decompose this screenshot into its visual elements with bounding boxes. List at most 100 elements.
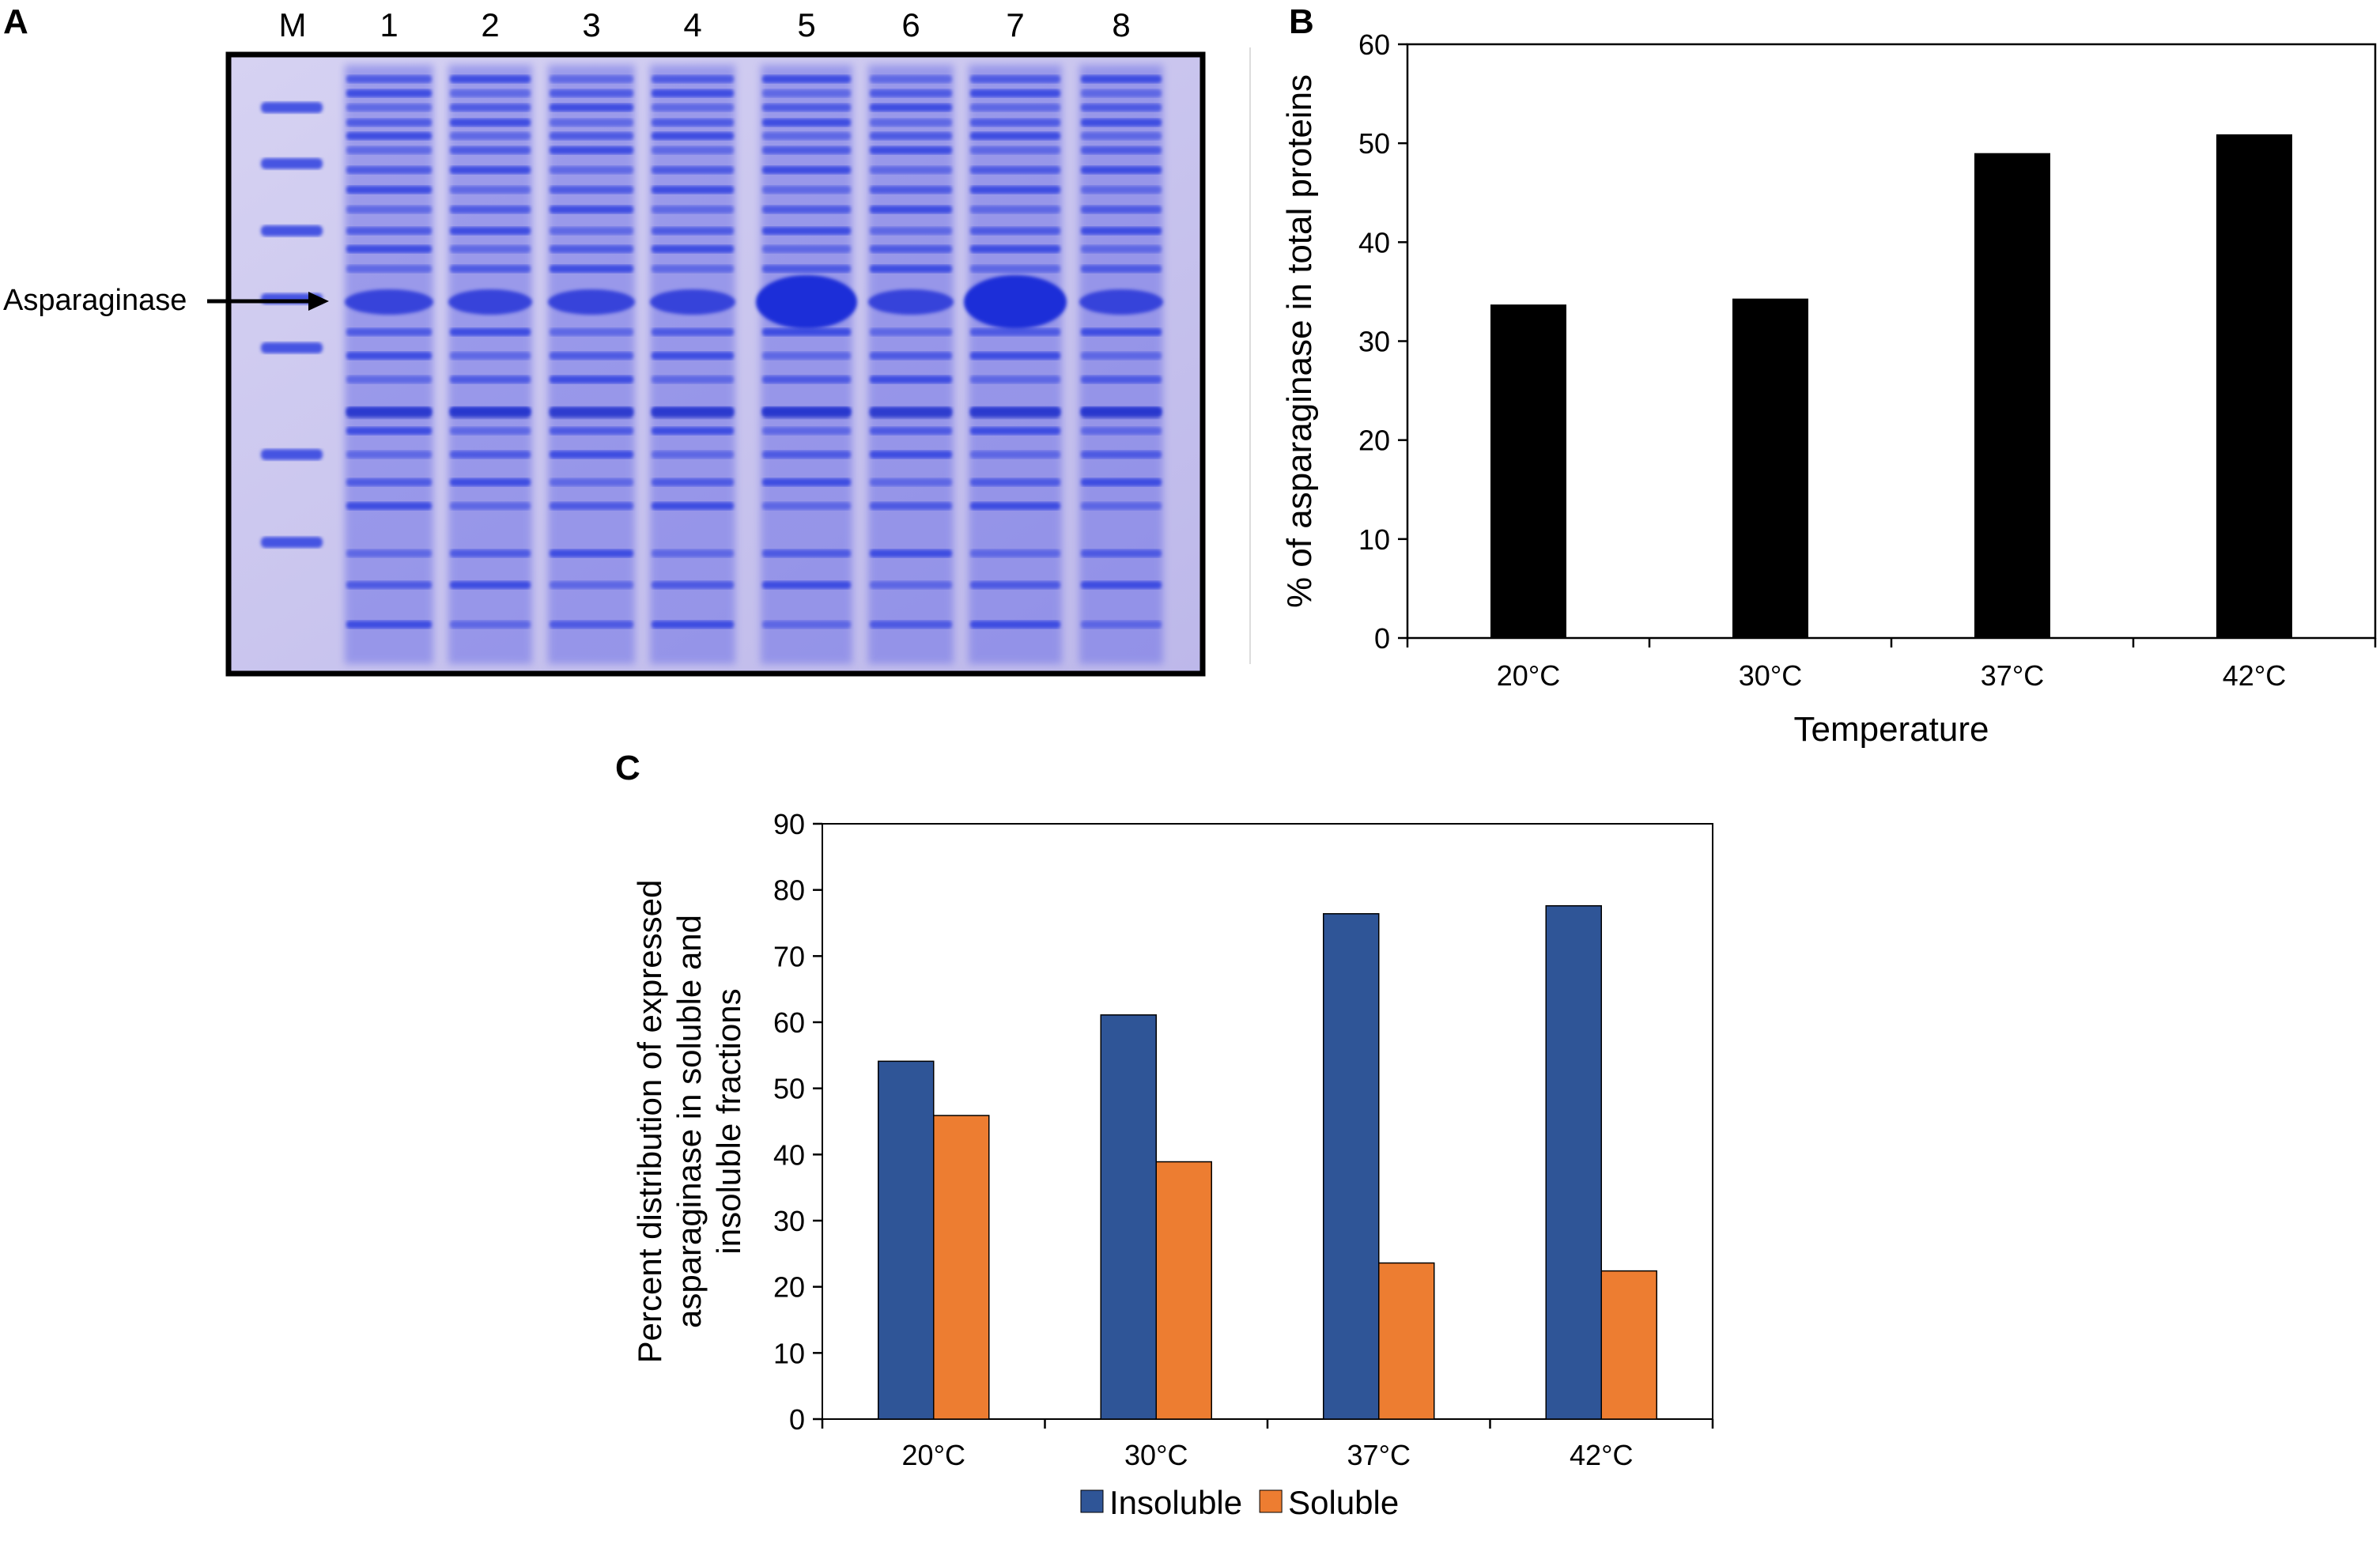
protein-band bbox=[550, 166, 633, 174]
y-tick-label: 50 bbox=[1358, 127, 1390, 160]
protein-band bbox=[550, 146, 633, 154]
protein-band bbox=[652, 502, 734, 510]
protein-band bbox=[762, 621, 851, 629]
panel-label-b: B bbox=[1289, 2, 1314, 41]
protein-band bbox=[450, 265, 531, 273]
protein-band bbox=[1081, 352, 1162, 360]
protein-band bbox=[870, 352, 952, 360]
marker-band bbox=[261, 537, 323, 548]
protein-band bbox=[762, 104, 851, 111]
lane-label-2: 2 bbox=[481, 6, 499, 43]
marker-band bbox=[261, 102, 323, 113]
protein-band bbox=[346, 621, 432, 629]
protein-band bbox=[870, 451, 952, 459]
protein-band bbox=[970, 549, 1060, 557]
marker-band bbox=[261, 342, 323, 353]
protein-band bbox=[762, 427, 851, 435]
protein-band bbox=[550, 104, 633, 111]
protein-band bbox=[870, 549, 952, 557]
protein-band bbox=[652, 352, 734, 360]
protein-band bbox=[762, 407, 851, 418]
asparaginase-band bbox=[964, 275, 1067, 329]
chart-c: 0 10 20 30 40 50 60 70 80 90 20°C 30°C 37°C 42°C Perce… bbox=[631, 808, 1714, 1521]
asparaginase-band bbox=[448, 289, 532, 315]
legend-label-soluble: Soluble bbox=[1288, 1484, 1399, 1521]
protein-band bbox=[762, 89, 851, 97]
protein-band bbox=[870, 227, 952, 235]
protein-band bbox=[1081, 119, 1162, 126]
protein-band bbox=[762, 146, 851, 154]
protein-band bbox=[870, 119, 952, 126]
protein-band bbox=[652, 427, 734, 435]
protein-band bbox=[1081, 451, 1162, 459]
protein-band bbox=[762, 206, 851, 213]
protein-band bbox=[346, 186, 432, 194]
protein-band bbox=[450, 621, 531, 629]
protein-band bbox=[652, 89, 734, 97]
gel-lane-8 bbox=[1079, 65, 1163, 664]
protein-band bbox=[346, 478, 432, 486]
protein-band bbox=[970, 227, 1060, 235]
protein-band bbox=[550, 132, 633, 140]
x-tick-label: 20°C bbox=[1497, 659, 1560, 692]
protein-band bbox=[550, 206, 633, 213]
protein-band bbox=[1081, 245, 1162, 253]
protein-band bbox=[970, 132, 1060, 140]
protein-band bbox=[450, 451, 531, 459]
bar-insoluble-30°C bbox=[1100, 1014, 1157, 1420]
y-tick-label: 10 bbox=[773, 1337, 805, 1369]
marker-band bbox=[261, 449, 323, 460]
protein-band bbox=[970, 581, 1060, 589]
protein-band bbox=[652, 227, 734, 235]
protein-band bbox=[762, 119, 851, 126]
lane-smear bbox=[548, 65, 635, 664]
protein-band bbox=[652, 186, 734, 194]
protein-band bbox=[1081, 89, 1162, 97]
protein-band bbox=[1081, 227, 1162, 235]
gel-lane-3 bbox=[548, 65, 635, 664]
legend-swatch-soluble bbox=[1259, 1489, 1283, 1513]
gel-lane-5 bbox=[756, 65, 857, 664]
protein-band bbox=[550, 265, 633, 273]
protein-band bbox=[970, 265, 1060, 273]
protein-band bbox=[346, 146, 432, 154]
protein-band bbox=[550, 451, 633, 459]
protein-band bbox=[1081, 478, 1162, 486]
protein-band bbox=[450, 166, 531, 174]
protein-band bbox=[652, 376, 734, 383]
y-tick-label: 0 bbox=[1374, 622, 1390, 655]
bar-insoluble-42°C bbox=[1545, 904, 1602, 1420]
protein-band bbox=[870, 245, 952, 253]
protein-band bbox=[450, 427, 531, 435]
protein-band bbox=[550, 227, 633, 235]
protein-band bbox=[762, 502, 851, 510]
y-tick-label: 20 bbox=[773, 1271, 805, 1304]
y-axis-title-line: Percent distribution of expressed bbox=[631, 880, 668, 1364]
protein-band bbox=[450, 75, 531, 83]
protein-band bbox=[870, 502, 952, 510]
protein-band bbox=[870, 265, 952, 273]
asparaginase-band bbox=[548, 289, 635, 315]
protein-band bbox=[1081, 621, 1162, 629]
protein-band bbox=[1081, 328, 1162, 336]
gel-lane-7 bbox=[964, 65, 1067, 664]
asparaginase-arrow-icon bbox=[308, 292, 329, 311]
protein-band bbox=[762, 132, 851, 140]
protein-band bbox=[450, 478, 531, 486]
protein-band bbox=[652, 407, 734, 418]
panel-label-a: A bbox=[3, 2, 28, 41]
protein-band bbox=[450, 227, 531, 235]
protein-band bbox=[450, 206, 531, 213]
protein-band bbox=[970, 245, 1060, 253]
protein-band bbox=[970, 119, 1060, 126]
protein-band bbox=[762, 376, 851, 383]
protein-band bbox=[550, 89, 633, 97]
bar-insoluble-20°C bbox=[878, 1060, 935, 1420]
protein-band bbox=[346, 502, 432, 510]
protein-band bbox=[652, 166, 734, 174]
protein-band bbox=[652, 119, 734, 126]
lane-label-1: 1 bbox=[380, 6, 398, 43]
protein-band bbox=[970, 166, 1060, 174]
y-tick-label: 40 bbox=[773, 1138, 805, 1171]
x-tick-label: 20°C bbox=[902, 1439, 965, 1471]
